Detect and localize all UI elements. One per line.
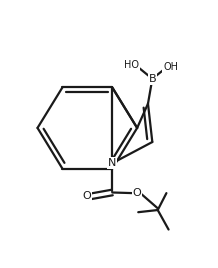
Text: N: N: [108, 158, 116, 168]
Text: OH: OH: [163, 62, 178, 72]
Text: O: O: [82, 191, 91, 201]
Text: O: O: [133, 188, 141, 198]
Text: HO: HO: [124, 60, 139, 70]
Text: B: B: [148, 74, 156, 84]
